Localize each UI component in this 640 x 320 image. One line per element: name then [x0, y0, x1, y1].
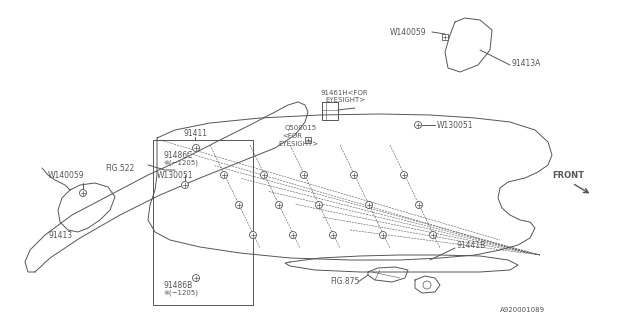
- Text: Q500015: Q500015: [285, 125, 317, 131]
- Circle shape: [79, 189, 86, 196]
- Text: W140059: W140059: [48, 171, 84, 180]
- Text: FIG.522: FIG.522: [105, 164, 134, 172]
- Text: W130051: W130051: [157, 171, 193, 180]
- Circle shape: [351, 172, 358, 179]
- Circle shape: [221, 172, 227, 179]
- Text: 91461H<FOR: 91461H<FOR: [320, 90, 367, 96]
- Circle shape: [260, 172, 268, 179]
- Circle shape: [289, 231, 296, 238]
- Text: A920001089: A920001089: [500, 307, 545, 313]
- Text: 91411: 91411: [183, 129, 207, 138]
- Text: EYESIGHT>: EYESIGHT>: [325, 97, 365, 103]
- Circle shape: [193, 145, 200, 151]
- Circle shape: [250, 231, 257, 238]
- Text: 91413: 91413: [48, 230, 72, 239]
- Circle shape: [423, 281, 431, 289]
- Bar: [153, 140, 253, 305]
- Circle shape: [415, 202, 422, 209]
- Circle shape: [193, 275, 200, 282]
- Text: <FOR: <FOR: [282, 133, 302, 139]
- Text: 91413A: 91413A: [512, 59, 541, 68]
- Circle shape: [429, 231, 436, 238]
- Text: EYESIGHT>: EYESIGHT>: [278, 141, 318, 147]
- Text: ※(−1205): ※(−1205): [163, 160, 198, 166]
- Text: ※(−1205): ※(−1205): [163, 290, 198, 296]
- Text: 91486C: 91486C: [163, 150, 193, 159]
- Circle shape: [182, 181, 189, 188]
- Circle shape: [301, 172, 307, 179]
- Circle shape: [365, 202, 372, 209]
- Text: 91441B: 91441B: [456, 242, 485, 251]
- Text: W140059: W140059: [390, 28, 427, 36]
- Text: 91486B: 91486B: [163, 281, 192, 290]
- Circle shape: [401, 172, 408, 179]
- Circle shape: [316, 202, 323, 209]
- Text: FRONT: FRONT: [552, 171, 584, 180]
- Circle shape: [330, 231, 337, 238]
- Circle shape: [275, 202, 282, 209]
- Circle shape: [236, 202, 243, 209]
- Text: W130051: W130051: [437, 121, 474, 130]
- Circle shape: [415, 122, 422, 129]
- Text: FIG.875: FIG.875: [330, 277, 360, 286]
- Circle shape: [380, 231, 387, 238]
